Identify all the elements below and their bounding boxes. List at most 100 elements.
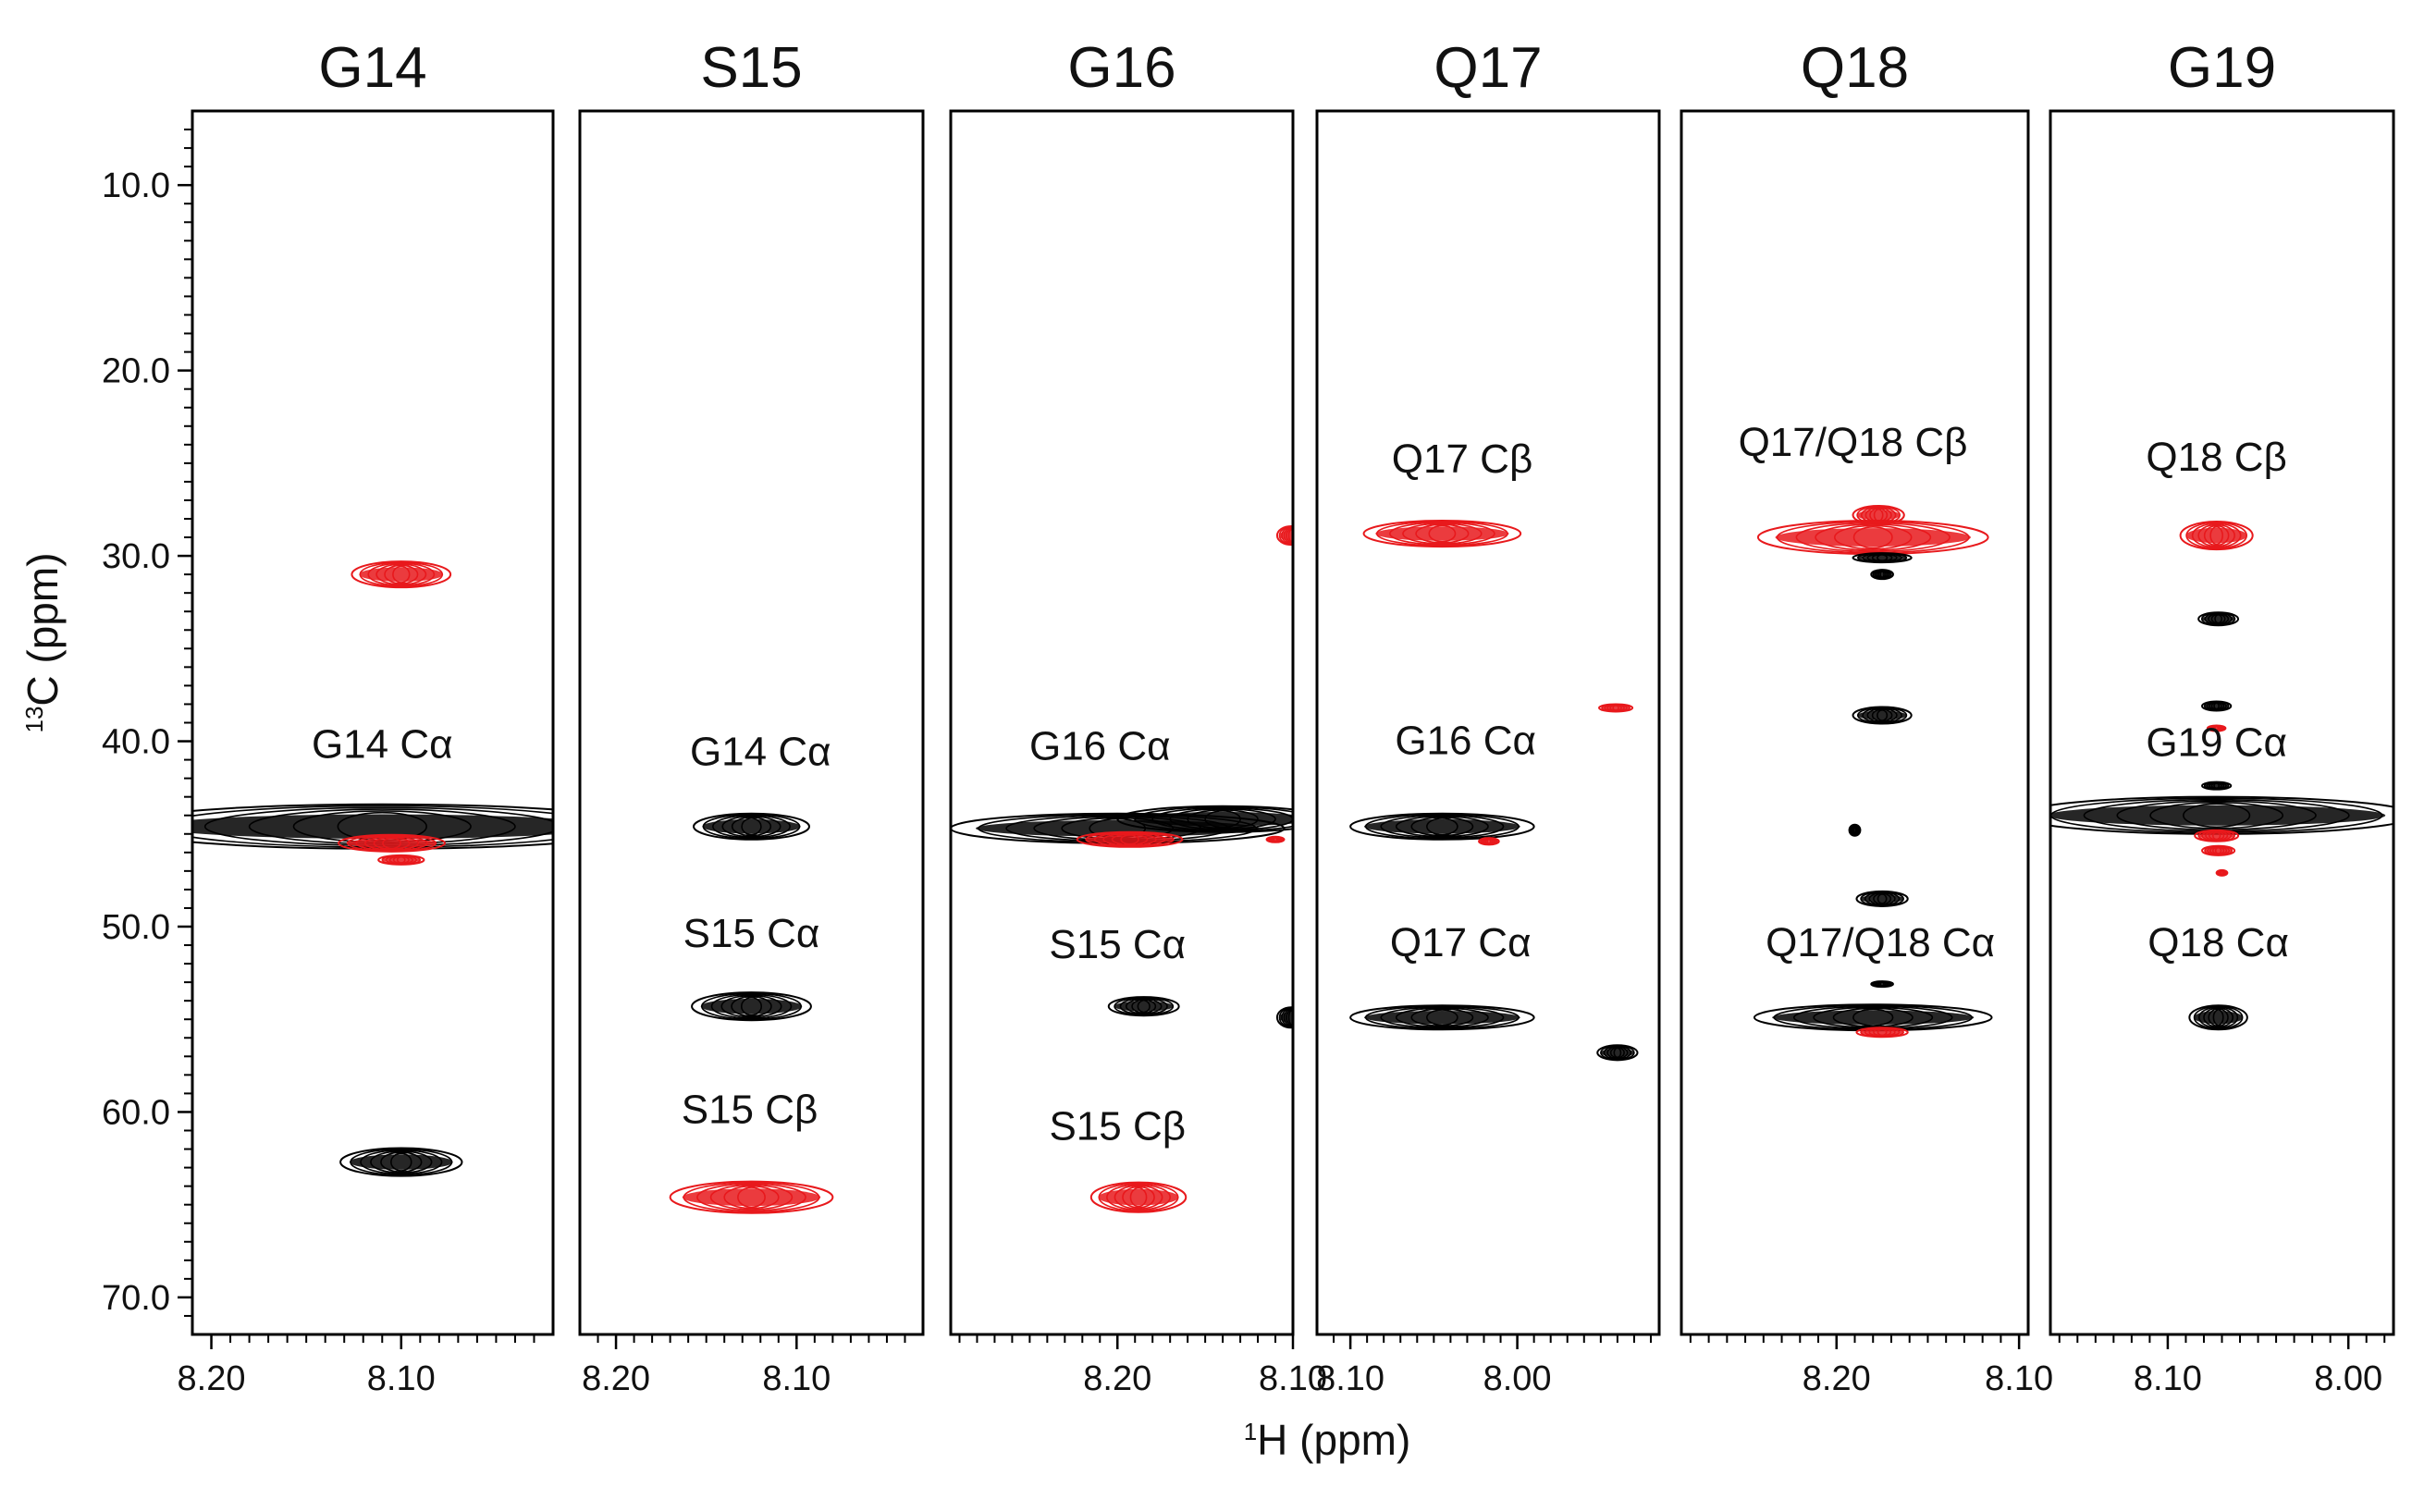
contour-core [2217, 871, 2227, 875]
peak-black [1753, 1003, 1993, 1032]
peak-label: G14 Cα [312, 722, 453, 768]
contour-outer [2179, 521, 2254, 551]
contour-outer [669, 1180, 834, 1214]
x-tick-label: 8.20 [582, 1359, 650, 1398]
strip-g19: G19 Q18 Cβ G19 Cα Q18 Cα 8.10 8.00 [2049, 36, 2395, 1398]
peak-red [377, 854, 425, 866]
strip-frame [578, 109, 925, 1336]
peak-black [1596, 1044, 1639, 1062]
peak-red [1076, 830, 1184, 848]
peak-red [1265, 835, 1286, 843]
contour-core [1601, 706, 1631, 710]
contour-core [2201, 615, 2235, 623]
peak-black [1349, 812, 1535, 841]
peak-label: Q17 Cα [1390, 920, 1532, 965]
contour-core [1857, 710, 1907, 720]
peak-black [1275, 1006, 1293, 1029]
strip-title: G16 [1067, 36, 1175, 100]
peaks-group [951, 525, 1293, 1213]
peak-label: S15 Cα [683, 911, 820, 956]
contour-core [1114, 1001, 1174, 1012]
contour-core [1860, 1029, 1904, 1036]
x-tick-label: 8.10 [1316, 1359, 1384, 1398]
peak-red [2215, 868, 2229, 877]
y-axis: 10.0 20.0 30.0 40.0 50.0 60.0 70.0 [102, 129, 192, 1318]
contour-outer [693, 812, 810, 841]
peak-label: S15 Cβ [1049, 1104, 1186, 1149]
y-tick-label: 60.0 [102, 1093, 170, 1132]
peak-black [2201, 781, 2233, 791]
y-tick-label: 20.0 [102, 352, 170, 391]
contour-outer [1089, 1181, 1188, 1213]
contour-core [346, 838, 437, 848]
contour-core [2204, 848, 2233, 854]
y-tick-label: 10.0 [102, 166, 170, 205]
peak-red [1756, 520, 1989, 556]
contour-outer [691, 991, 812, 1022]
contour-core [1375, 526, 1509, 541]
peaks-group [1349, 520, 1639, 1062]
peak-label: G16 Cα [1395, 719, 1536, 764]
peak-black [1855, 890, 1909, 907]
peak-black [1107, 996, 1180, 1017]
peak-black [1852, 552, 1913, 564]
peak-red [1598, 703, 1634, 713]
contour-core [2050, 805, 2386, 826]
peak-red [1362, 520, 1522, 548]
strip-s15: S15 G14 Cα S15 Cα S15 Cβ 8.20 8.10 [578, 36, 925, 1398]
x-tick-label: 8.20 [178, 1359, 246, 1398]
peak-label: Q17 Cβ [1392, 436, 1532, 482]
peak-label: Q17/Q18 Cβ [1739, 420, 1968, 465]
strip-g14: G14 G14 Cα 8.20 8.10 [178, 36, 555, 1398]
strip-title: Q17 [1434, 36, 1542, 100]
contour-core [1098, 1188, 1179, 1206]
y-tick-label: 40.0 [102, 723, 170, 762]
contour-outer [1362, 520, 1522, 548]
peaks-group [1753, 504, 1993, 1039]
contour-core [2185, 527, 2247, 544]
contour-outer [1349, 812, 1535, 841]
peak-label: G16 Cα [1029, 724, 1171, 769]
contour-core [702, 819, 801, 834]
contour-core [1279, 1012, 1293, 1024]
peak-black [1870, 980, 1894, 989]
contour-core [381, 857, 421, 863]
x-tick-label: 8.10 [1985, 1359, 2053, 1398]
strip-frame [1680, 109, 2030, 1336]
contour-outer [1349, 1004, 1535, 1031]
contour-core [1775, 528, 1971, 547]
x-tick-label: 8.10 [2134, 1359, 2202, 1398]
contour-outer [1116, 805, 1293, 833]
y-tick-label: 30.0 [102, 537, 170, 576]
peak-red [2201, 844, 2236, 856]
contour-core [1363, 819, 1520, 834]
contour-core [682, 1188, 821, 1207]
contour-core [1279, 530, 1293, 541]
contour-core [1873, 982, 1892, 986]
peak-red [1275, 525, 1293, 547]
y-axis-label: 13C (ppm) [18, 552, 67, 732]
contour-outer [2188, 1004, 2248, 1031]
contour-outer [1275, 1006, 1293, 1029]
strip-g16: G16 G16 Cα S15 Cα S15 Cβ 8.20 8.10 [949, 36, 1327, 1398]
contour-core [2197, 832, 2235, 840]
peaks-group [669, 812, 834, 1214]
peaks-group [2050, 521, 2394, 1031]
contour-core [192, 814, 553, 839]
contour-core [2204, 783, 2229, 788]
strip-title: Q18 [1801, 36, 1909, 100]
contour-core [1850, 827, 1860, 834]
peak-label: Q18 Cβ [2146, 435, 2286, 480]
contour-core [1860, 894, 1904, 904]
x-tick-label: 8.10 [367, 1359, 436, 1398]
peak-red [2206, 724, 2227, 732]
peak-label: Q17/Q18 Cα [1766, 920, 1995, 965]
contour-core [1085, 835, 1175, 844]
y-tick-label: 50.0 [102, 908, 170, 947]
peak-black [691, 991, 812, 1022]
peak-black [1349, 1004, 1535, 1031]
peak-black [1870, 569, 1894, 581]
peak-red [1855, 1026, 1909, 1039]
